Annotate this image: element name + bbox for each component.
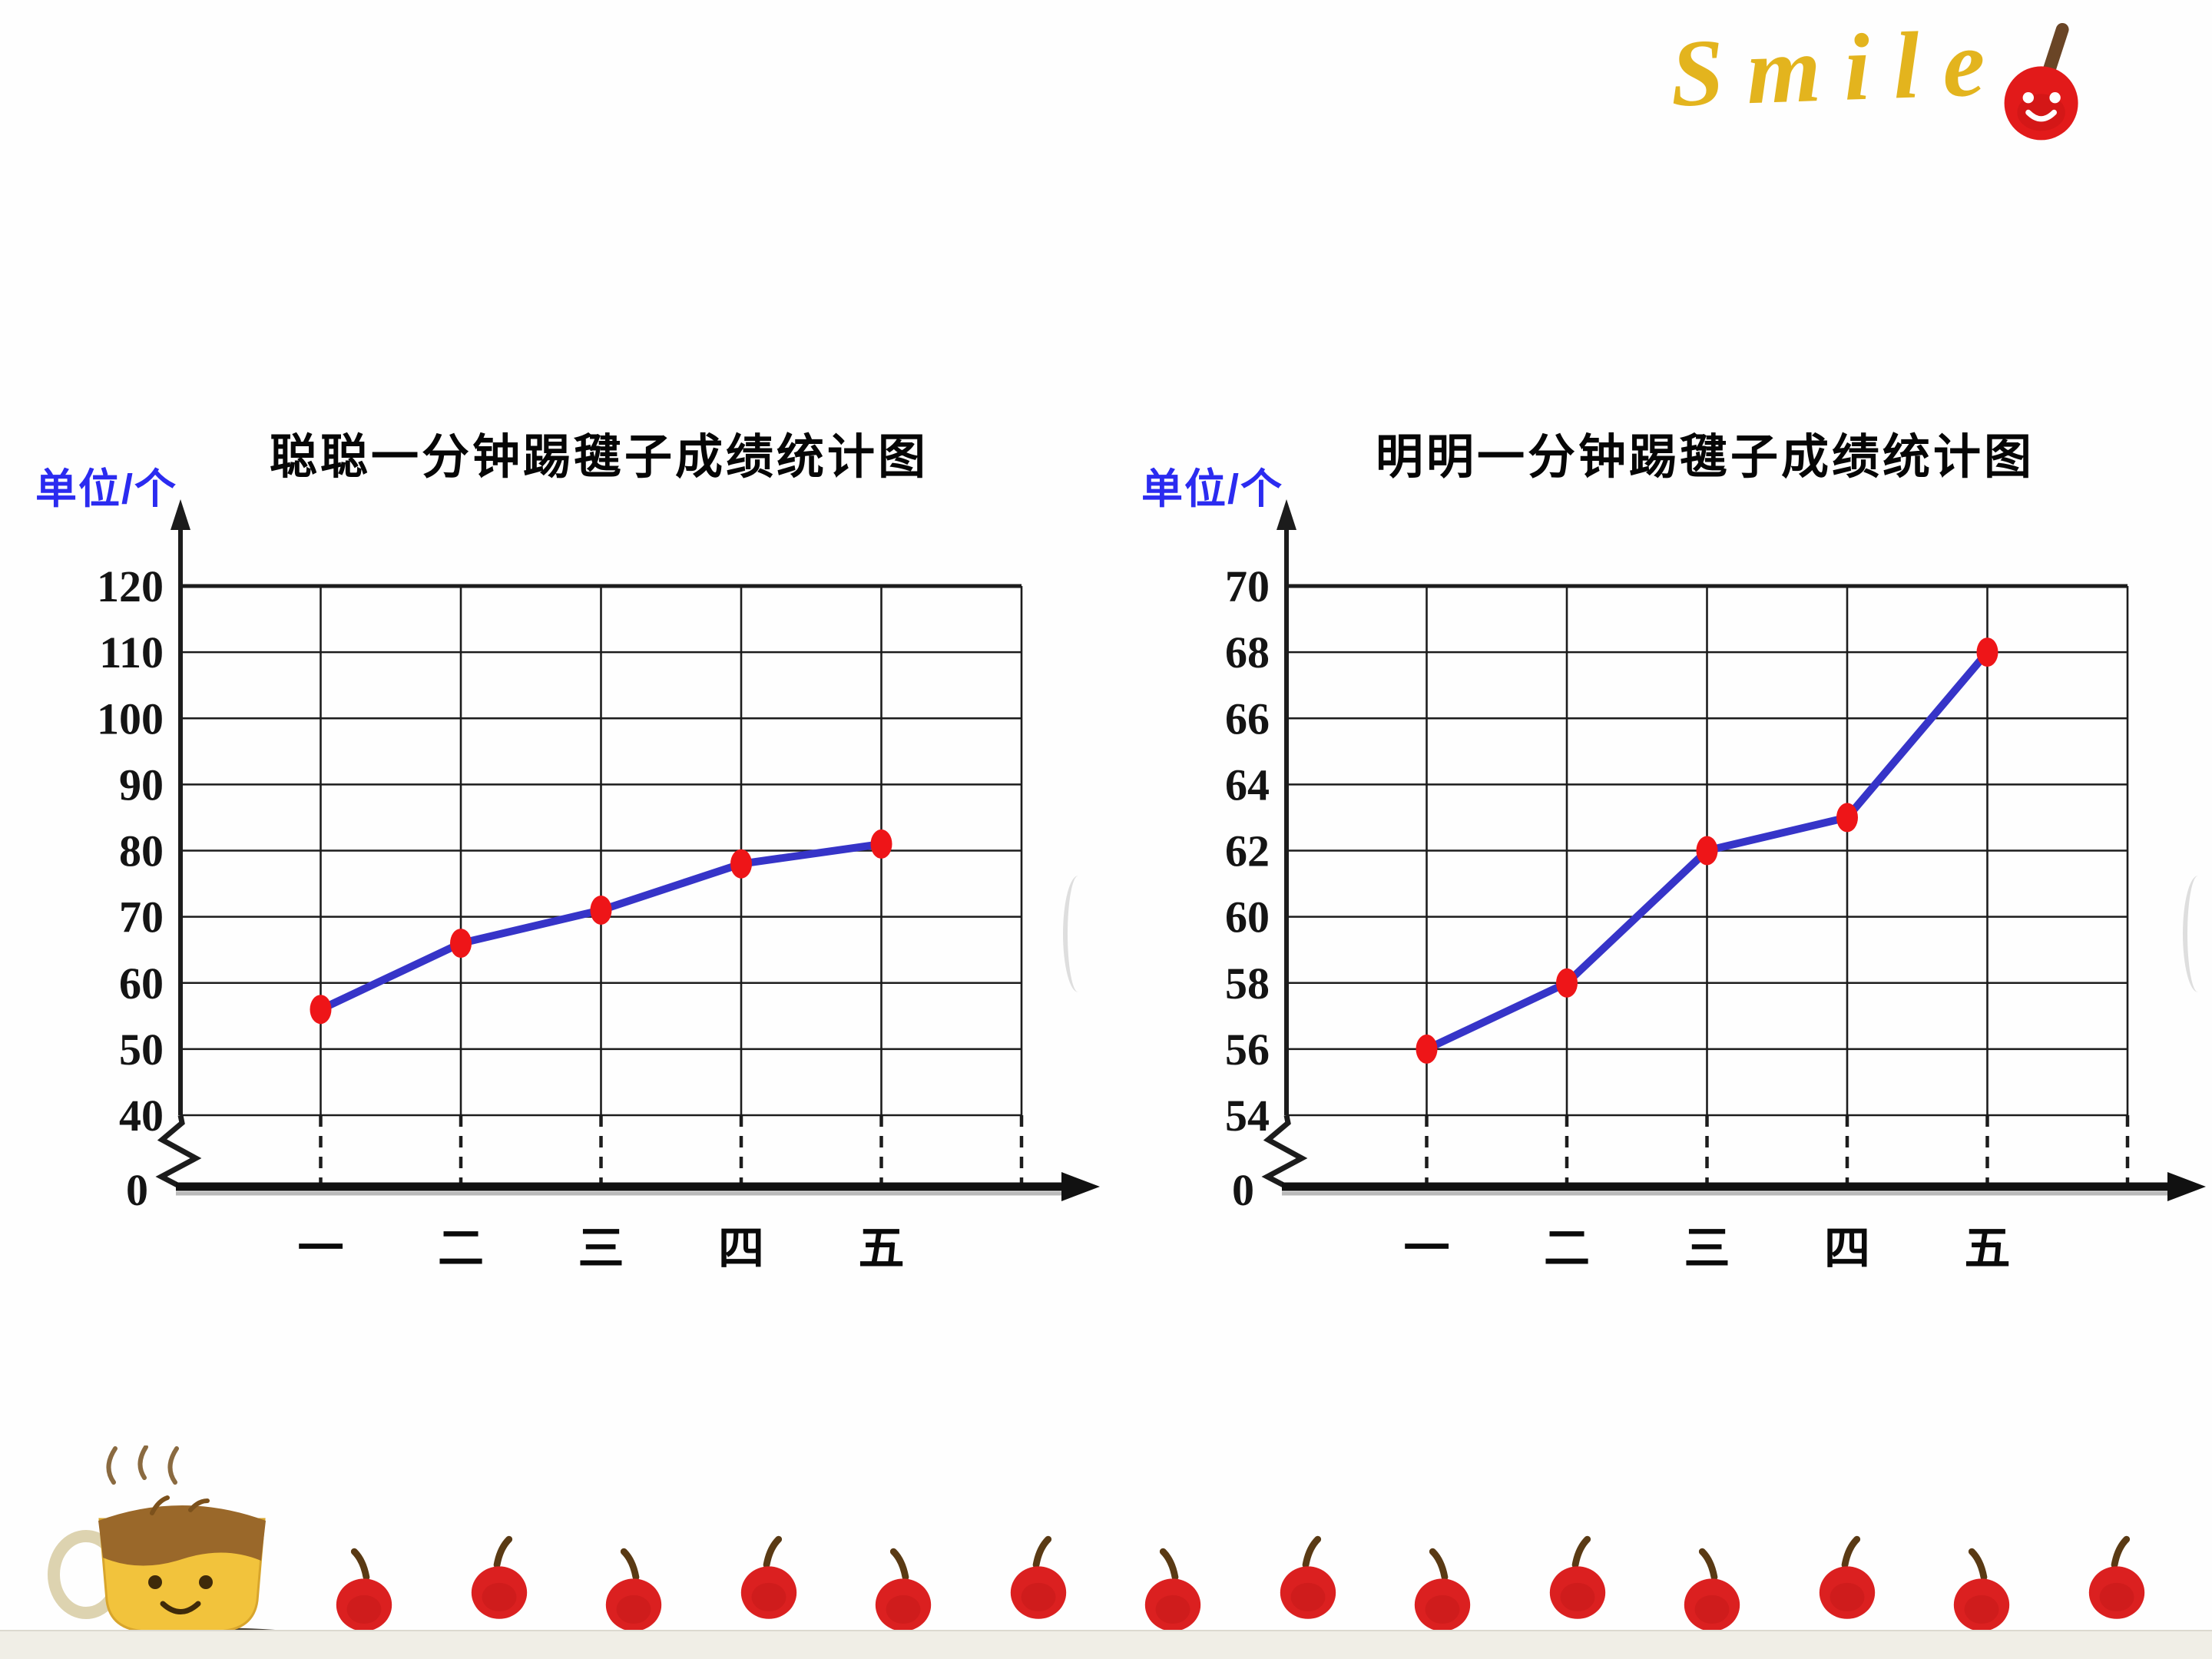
y-axis-unit-label: 单位/个 <box>35 466 178 512</box>
x-tick-label: 一 <box>1404 1223 1450 1274</box>
page-curl-decoration <box>1063 876 1094 992</box>
y-tick-label: 64 <box>1225 760 1270 810</box>
chart-congcong: 聪聪一分钟踢毽子成绩统计图 单位/个 120 110 100 90 80 70 60 50 40… <box>31 415 1106 1313</box>
origin-label: 0 <box>126 1165 148 1215</box>
y-axis-arrow <box>1277 499 1296 530</box>
chart-title: 聪聪一分钟踢毽子成绩统计图 <box>269 431 929 484</box>
y-tick-label: 68 <box>1225 628 1270 677</box>
apple-icon <box>1274 1533 1342 1624</box>
y-axis-unit-label: 单位/个 <box>1141 466 1284 512</box>
y-tick-label: 90 <box>119 760 164 810</box>
data-point <box>1836 803 1858 833</box>
data-point <box>1556 968 1578 998</box>
apple-icon <box>1544 1533 1611 1624</box>
x-tick-label: 二 <box>1544 1223 1590 1274</box>
y-tick-label: 62 <box>1225 826 1270 876</box>
apple-icon <box>735 1533 803 1624</box>
apple-icon <box>1139 1545 1207 1636</box>
chart-title: 明明一分钟踢毽子成绩统计图 <box>1375 431 2035 484</box>
apple-row-decoration <box>330 1535 2151 1645</box>
bottom-edge <box>0 1630 2212 1659</box>
data-point <box>590 896 612 925</box>
data-point <box>1696 836 1718 866</box>
apple-icon <box>1813 1533 1881 1624</box>
data-point <box>1976 637 1998 667</box>
line-chart-svg: 120 110 100 90 80 70 60 50 40 0 一 二 三 四 五 <box>97 499 1100 1274</box>
smile-decoration: Smile <box>1668 2 2089 144</box>
apple-icon <box>1005 1533 1072 1624</box>
apple-icon <box>330 1545 398 1636</box>
line-chart-svg: 70 68 66 64 62 60 58 56 54 0 一 二 三 四 五 <box>1225 499 2206 1274</box>
apple-icon <box>1678 1545 1746 1636</box>
apple-icon <box>869 1545 937 1636</box>
apple-icon <box>465 1533 533 1624</box>
y-tick-label: 70 <box>119 892 164 942</box>
x-tick-label: 五 <box>1965 1223 2011 1274</box>
x-tick-label: 二 <box>438 1223 484 1274</box>
x-tick-label: 五 <box>859 1223 905 1274</box>
coffee-cup-mascot-icon <box>48 1445 313 1654</box>
axis-break-zigzag <box>1261 1114 1308 1190</box>
y-tick-label: 60 <box>119 959 164 1008</box>
data-point <box>730 849 752 879</box>
y-tick-label: 120 <box>97 561 164 611</box>
y-tick-label: 110 <box>99 628 164 677</box>
x-tick-label: 三 <box>1684 1223 1730 1274</box>
apple-icon <box>2083 1533 2151 1624</box>
data-point <box>870 829 892 859</box>
axis-break-zigzag <box>155 1114 202 1190</box>
origin-label: 0 <box>1232 1165 1254 1215</box>
y-tick-label: 50 <box>119 1025 164 1075</box>
y-tick-label: 70 <box>1225 561 1270 611</box>
y-tick-label: 56 <box>1225 1025 1270 1075</box>
data-point <box>1416 1034 1438 1064</box>
x-tick-label: 三 <box>578 1223 624 1274</box>
y-tick-label: 80 <box>119 826 164 876</box>
y-tick-label: 60 <box>1225 892 1270 942</box>
smiling-apple-icon <box>2004 23 2078 141</box>
chart-mingming: 明明一分钟踢毽子成绩统计图 单位/个 70 68 66 64 62 60 58 56 54 0 一 二… <box>1137 415 2212 1313</box>
y-tick-label: 66 <box>1225 694 1270 743</box>
x-tick-label: 四 <box>718 1223 764 1274</box>
x-axis-arrow <box>1061 1172 1100 1201</box>
smile-text: Smile <box>1668 9 2010 127</box>
apple-icon <box>600 1545 667 1636</box>
y-tick-label: 54 <box>1225 1091 1270 1141</box>
x-tick-label: 一 <box>298 1223 344 1274</box>
line-chart: 70 68 66 64 62 60 58 56 54 0 一 二 三 四 五 <box>1137 415 2212 1298</box>
page-curl-decoration <box>2183 876 2212 992</box>
y-tick-label: 100 <box>97 694 164 743</box>
y-tick-label: 40 <box>119 1091 164 1141</box>
data-point <box>450 929 472 959</box>
y-axis-arrow <box>171 499 190 530</box>
data-point <box>310 995 332 1025</box>
x-axis-arrow <box>2167 1172 2206 1201</box>
apple-icon <box>1409 1545 1476 1636</box>
line-chart: 120 110 100 90 80 70 60 50 40 0 一 二 三 四 五 <box>31 415 1106 1298</box>
apple-icon <box>1948 1545 2015 1636</box>
y-tick-label: 58 <box>1225 959 1270 1008</box>
x-tick-label: 四 <box>1824 1223 1870 1274</box>
